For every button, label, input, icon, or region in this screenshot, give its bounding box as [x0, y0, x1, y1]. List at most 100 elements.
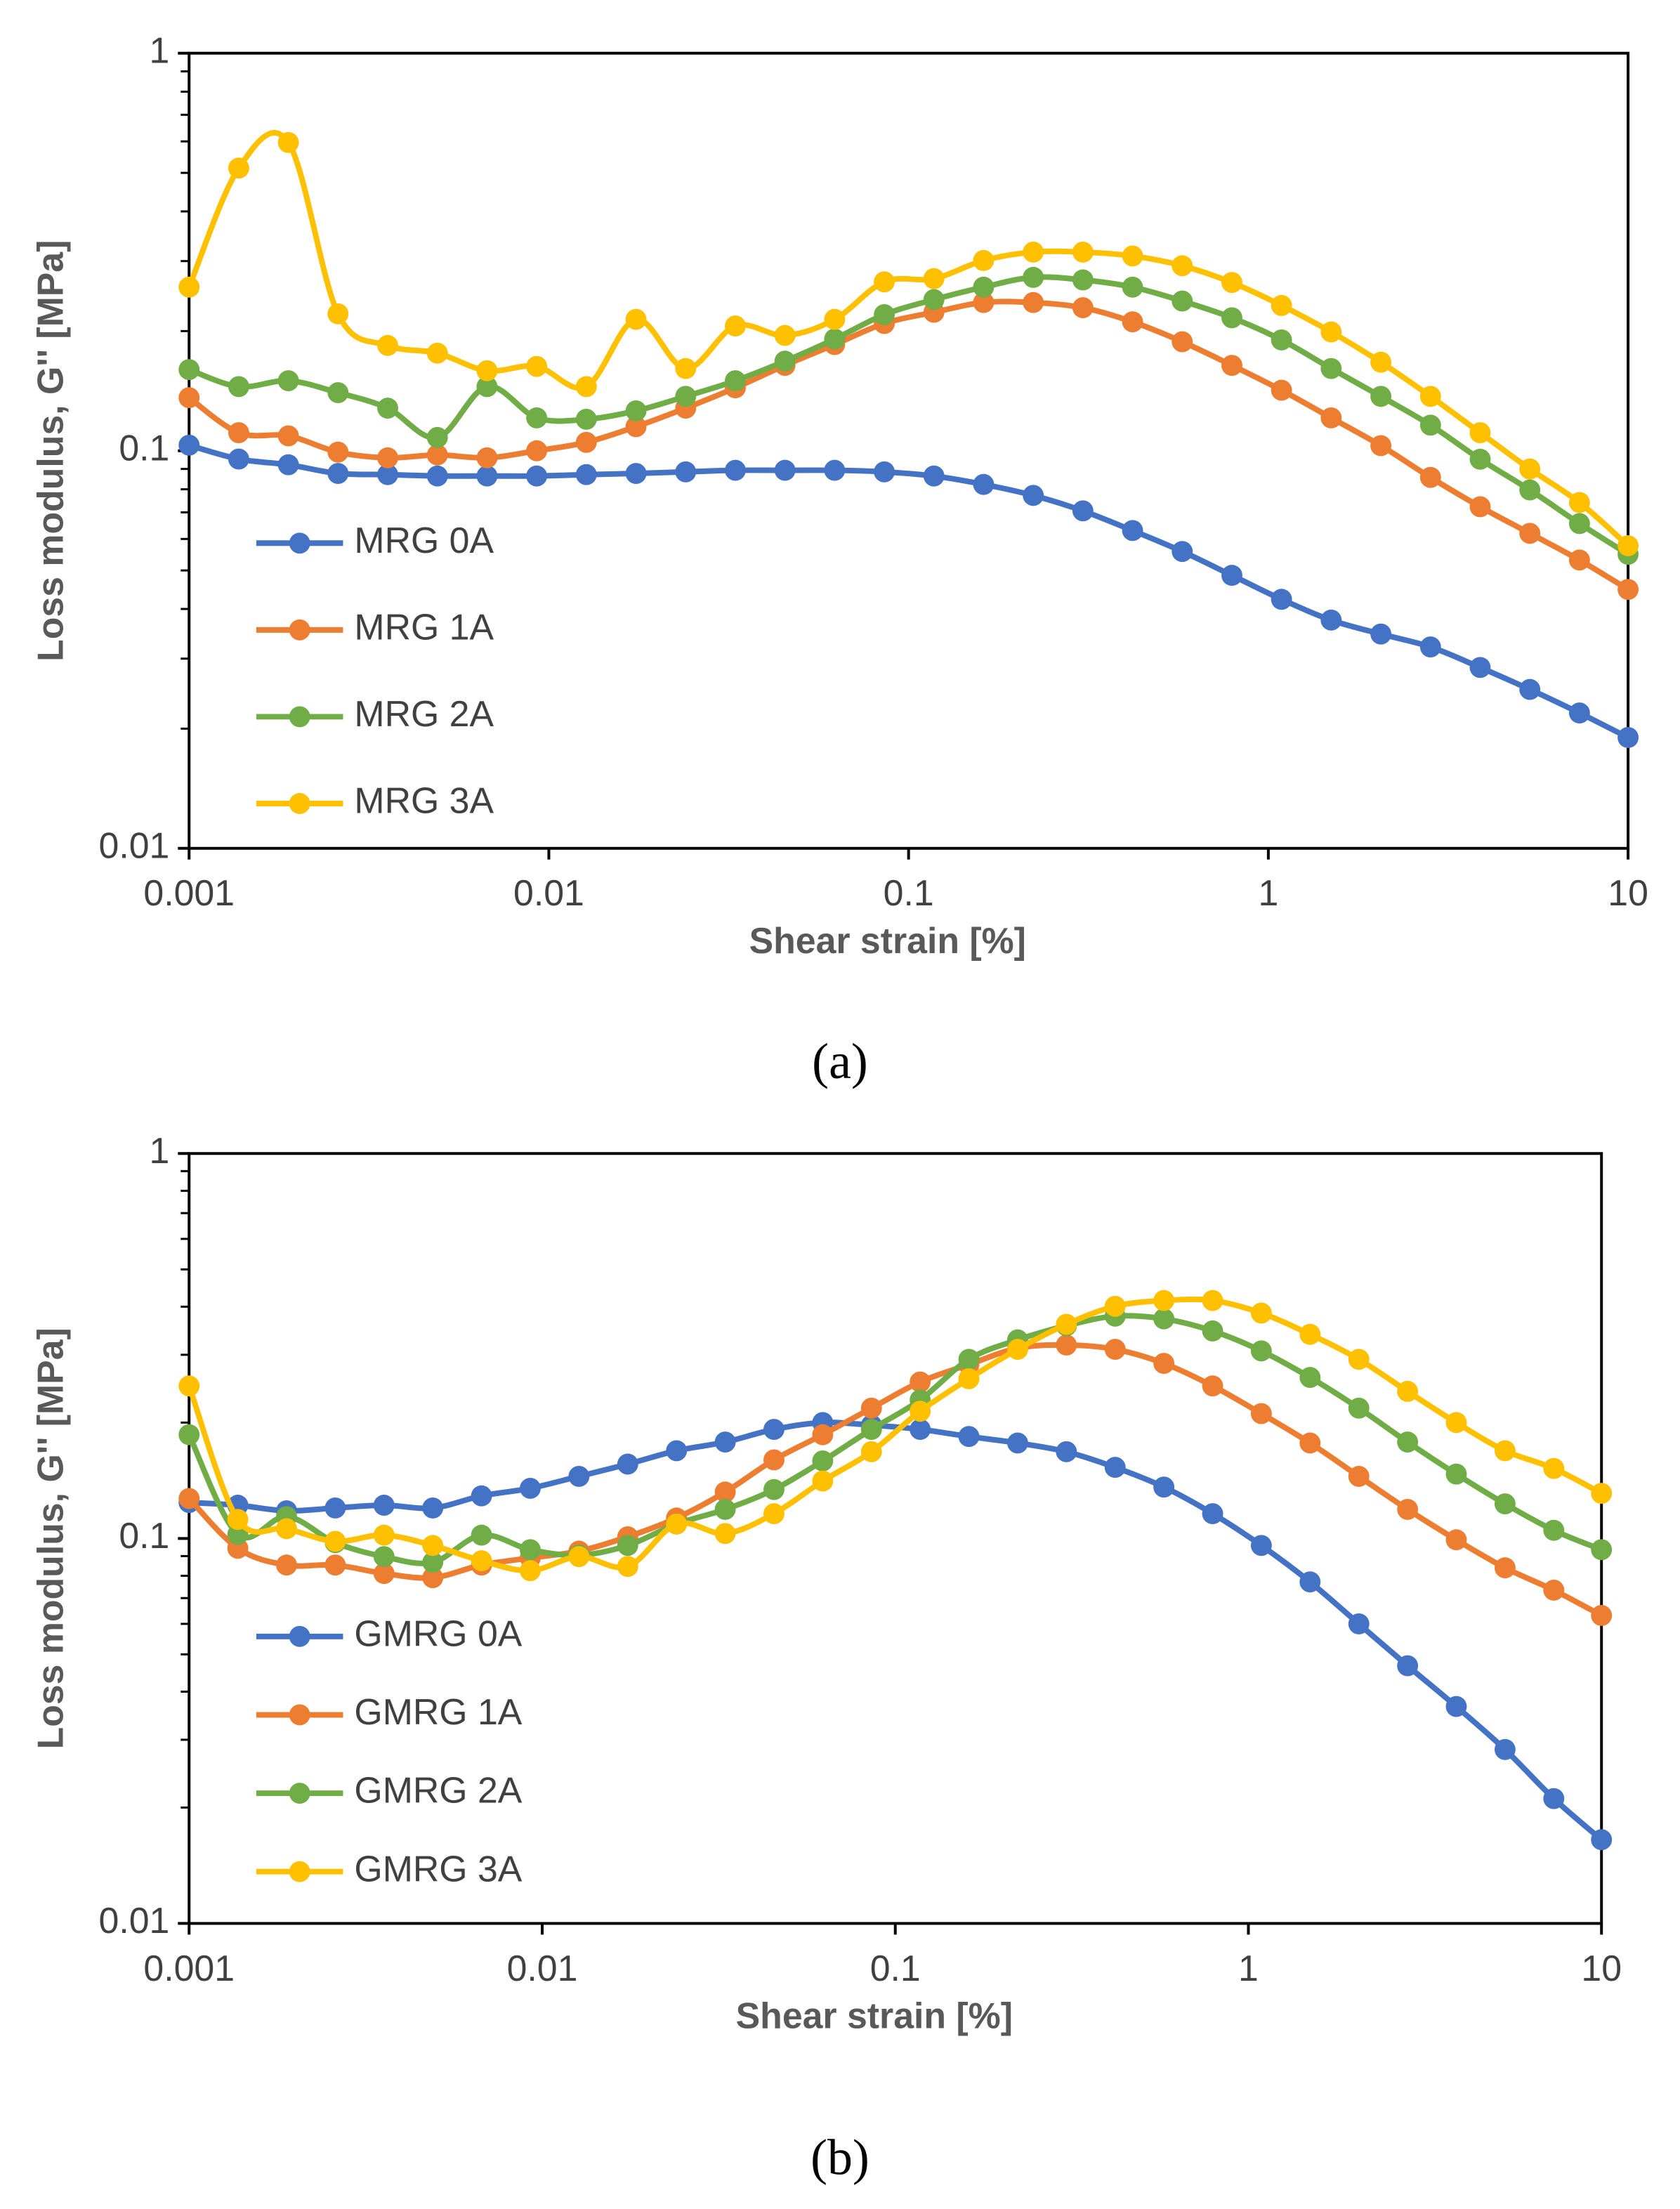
data-point [476, 465, 498, 487]
legend-marker [289, 706, 310, 728]
data-point [1469, 496, 1491, 518]
data-point [1494, 1738, 1516, 1760]
data-point [228, 448, 249, 470]
data-point [1221, 272, 1242, 294]
data-point [1299, 1571, 1321, 1593]
legend-marker [289, 793, 310, 814]
data-point [874, 271, 895, 293]
data-point [327, 303, 349, 325]
data-point [377, 398, 398, 419]
data-point [725, 459, 746, 481]
data-point [1543, 1519, 1565, 1541]
data-point [377, 464, 398, 485]
data-point [1397, 1431, 1419, 1453]
data-point [228, 422, 249, 444]
data-point [1370, 351, 1392, 373]
y-tick-label: 0.01 [99, 1900, 170, 1941]
data-point [476, 360, 498, 381]
data-point [1494, 1557, 1516, 1579]
data-point [568, 1465, 590, 1487]
data-point [1568, 513, 1590, 535]
data-point [1617, 727, 1639, 748]
data-point [763, 1503, 785, 1524]
data-point [373, 1495, 395, 1516]
x-axis-title: Shear strain [%] [749, 920, 1026, 961]
data-point [526, 355, 548, 377]
data-point [178, 359, 200, 381]
data-point [1056, 1313, 1077, 1335]
data-point [1221, 307, 1242, 329]
data-point [973, 249, 995, 271]
x-tick-label: 0.001 [143, 1948, 235, 1988]
data-point [774, 350, 796, 372]
data-point [373, 1524, 395, 1546]
y-axis-title: Loss modulus, G'' [MPa] [30, 1328, 71, 1749]
data-point [958, 1368, 980, 1389]
data-point [1445, 1696, 1467, 1717]
data-point [426, 465, 448, 487]
data-point [227, 1509, 249, 1530]
data-point [1519, 523, 1541, 544]
data-point [178, 1488, 200, 1509]
data-point [1104, 1339, 1126, 1360]
data-point [714, 1498, 736, 1520]
data-point [1397, 1381, 1419, 1402]
data-point [617, 1535, 638, 1556]
data-point [1056, 1441, 1077, 1462]
data-point [1543, 1457, 1565, 1479]
x-tick-label: 10 [1608, 872, 1648, 913]
data-point [327, 382, 349, 403]
data-point [1519, 458, 1541, 480]
data-point [1221, 565, 1242, 586]
data-point [973, 291, 995, 313]
legend-label: GMRG 2A [354, 1770, 522, 1811]
data-point [1543, 1788, 1565, 1809]
data-point [520, 1560, 541, 1582]
data-point [1299, 1367, 1321, 1389]
series-line [187, 1342, 1603, 1618]
data-point [228, 157, 249, 179]
data-point [575, 376, 597, 398]
data-point [1250, 1403, 1272, 1424]
data-point [276, 1554, 297, 1576]
data-point [860, 1419, 882, 1441]
data-point [324, 1497, 346, 1519]
data-point [1122, 245, 1143, 267]
data-point [1445, 1529, 1467, 1551]
x-tick-label: 10 [1581, 1948, 1622, 1988]
data-point [1320, 609, 1342, 631]
legend-label: GMRG 3A [354, 1848, 522, 1889]
data-point [1568, 702, 1590, 724]
data-point [714, 1481, 736, 1503]
data-point [422, 1567, 444, 1589]
legend-marker [289, 1625, 310, 1647]
data-point [476, 447, 498, 468]
data-point [973, 276, 995, 298]
data-point [1023, 266, 1044, 288]
data-point [1153, 1476, 1175, 1498]
data-point [617, 1453, 638, 1475]
data-point [520, 1477, 541, 1499]
data-point [1469, 657, 1491, 679]
data-point [1104, 1457, 1126, 1479]
data-point [923, 268, 945, 289]
data-point [910, 1419, 931, 1441]
data-point [1419, 466, 1441, 488]
data-point [763, 1449, 785, 1471]
data-point [860, 1397, 882, 1419]
data-point [471, 1485, 492, 1507]
data-point [1320, 358, 1342, 379]
data-point [1250, 1302, 1272, 1324]
data-point [1104, 1295, 1126, 1317]
data-point [277, 425, 299, 447]
data-point [1023, 485, 1044, 506]
data-point [277, 370, 299, 392]
data-point [228, 376, 249, 398]
data-point [1419, 636, 1441, 658]
data-point [1007, 1339, 1028, 1360]
y-tick-label: 1 [150, 30, 170, 70]
data-point [1072, 297, 1094, 319]
data-point [812, 1424, 834, 1446]
data-point [1591, 1829, 1613, 1851]
y-tick-label: 0.1 [119, 427, 169, 468]
